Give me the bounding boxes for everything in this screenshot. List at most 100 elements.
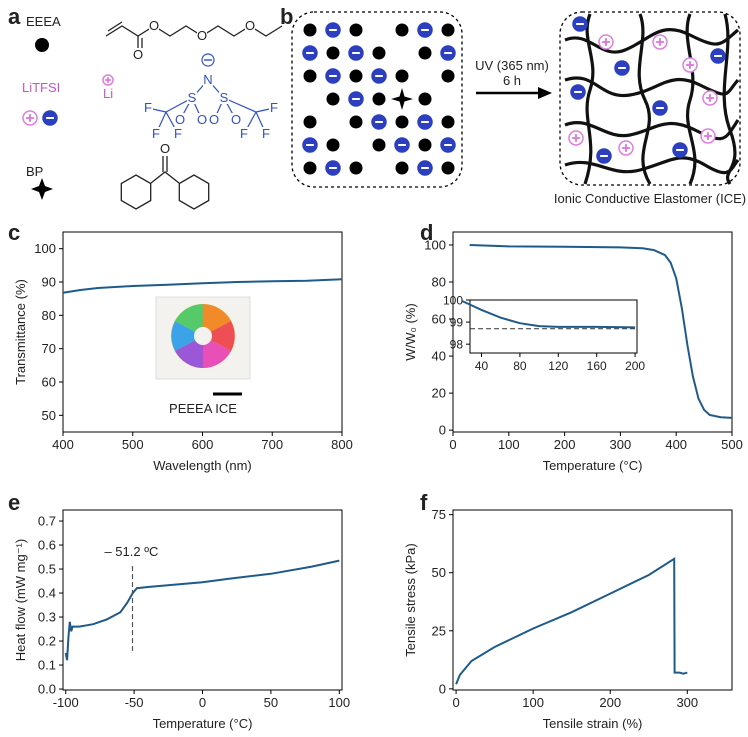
atom-label: O [197, 112, 207, 127]
x-tick-label: 100 [498, 437, 520, 452]
benzene-ring [120, 174, 152, 210]
monomer-dot [395, 23, 409, 37]
y-tick-label: 0.6 [38, 538, 56, 553]
y-tick-label: 75 [432, 507, 446, 522]
y-tick-label: 90 [42, 275, 56, 290]
atom-bg [203, 73, 213, 86]
monomer-dot [303, 161, 317, 175]
monomer-dot [326, 46, 340, 60]
data-line [461, 300, 636, 329]
y-axis-label: Heat flow (mW mg⁻¹) [13, 539, 28, 661]
atom-bg [143, 101, 153, 114]
atom-bg [133, 48, 143, 61]
y-tick-label: 0.2 [38, 634, 56, 649]
x-tick-label: 300 [610, 437, 632, 452]
annotation-text: – 51.2 ºC [104, 544, 158, 559]
bp-label: BP [26, 164, 43, 179]
bp-icon [31, 178, 53, 200]
monomer-dot [418, 138, 432, 152]
y-tick-label: 0.5 [38, 562, 56, 577]
litfsi-label: LiTFSI [22, 80, 60, 95]
atom-bg [173, 127, 183, 140]
atom-label: O [197, 28, 207, 43]
atom-label: N [203, 72, 212, 87]
y-axis-label: Tensile stress (kPa) [403, 543, 418, 656]
x-tick-label: 500 [122, 437, 144, 452]
monomer-dot [441, 69, 455, 83]
x-tick-label: 800 [331, 437, 353, 452]
y-tick-label: 60 [432, 312, 446, 327]
y-tick-label: 80 [42, 308, 56, 323]
y-tick-label: 50 [42, 408, 56, 423]
atom-bg [245, 19, 255, 32]
monomer-dot [349, 23, 363, 37]
y-tick-label: 0.7 [38, 514, 56, 529]
x-tick-label: 200 [554, 437, 576, 452]
y-tick-label: 0.3 [38, 610, 56, 625]
monomer-dot [441, 161, 455, 175]
atom-label: F [144, 100, 152, 115]
data-line [62, 278, 343, 294]
monomer-dot [372, 46, 386, 60]
atom-bg [197, 29, 207, 42]
bp-bonds [150, 171, 180, 184]
x-tick-label: 0 [452, 695, 459, 710]
y-tick-label: 100 [424, 237, 446, 252]
x-axis-label: Wavelength (nm) [153, 458, 252, 473]
eeea-icon [35, 38, 49, 52]
y-tick-label: 0.0 [38, 682, 56, 697]
panel-label: b [280, 4, 293, 29]
y-tick-label: 50 [432, 565, 446, 580]
y-tick-label: 99 [450, 316, 464, 330]
atom-bg [151, 127, 161, 140]
atom-label: F [240, 126, 248, 141]
arrow-head [538, 87, 552, 99]
data-line [469, 244, 733, 419]
atom-bg [187, 91, 197, 104]
x-tick-label: 400 [52, 437, 74, 452]
y-tick-label: 0 [439, 423, 446, 438]
x-tick-label: 500 [721, 437, 743, 452]
arrow-top-label: UV (365 nm) [475, 58, 549, 73]
monomer-dot [441, 23, 455, 37]
x-tick-label: -100 [53, 695, 79, 710]
atom-label: O [231, 112, 241, 127]
tfsi-bond [223, 97, 257, 113]
atom-label: O [133, 47, 143, 62]
monomer-dot [372, 138, 386, 152]
x-tick-label: 160 [587, 359, 607, 373]
monomer-dot [303, 69, 317, 83]
monomer-dot [372, 92, 386, 106]
y-tick-label: 0.1 [38, 658, 56, 673]
atom-label: O [175, 112, 185, 127]
atom-bg [261, 127, 271, 140]
data-line [455, 556, 688, 685]
x-axis-label: Temperature (°C) [153, 716, 253, 731]
atom-label: O [245, 18, 255, 33]
monomer-dot [326, 138, 340, 152]
atom-label: S [220, 90, 229, 105]
x-axis-label: Temperature (°C) [543, 458, 643, 473]
monomer-dot [441, 115, 455, 129]
atom-bg [239, 127, 249, 140]
benzene-ring [178, 174, 210, 210]
atom-label: F [174, 126, 182, 141]
y-tick-label: 100 [443, 294, 463, 308]
data-line [64, 559, 340, 661]
panel-label: a [8, 4, 21, 29]
polymer-network [564, 13, 740, 185]
arrow-bottom-label: 6 h [503, 73, 521, 88]
x-tick-label: 700 [261, 437, 283, 452]
monomer-dot [395, 115, 409, 129]
x-tick-label: 100 [522, 695, 544, 710]
y-tick-label: 98 [450, 338, 464, 352]
atom-bg [209, 113, 219, 126]
monomer-dot [303, 23, 317, 37]
panel-label: d [420, 220, 433, 245]
atom-label: O [149, 18, 159, 33]
x-tick-label: 100 [328, 695, 350, 710]
x-tick-label: 200 [599, 695, 621, 710]
monomer-dot [395, 69, 409, 83]
y-tick-label: 20 [432, 386, 446, 401]
